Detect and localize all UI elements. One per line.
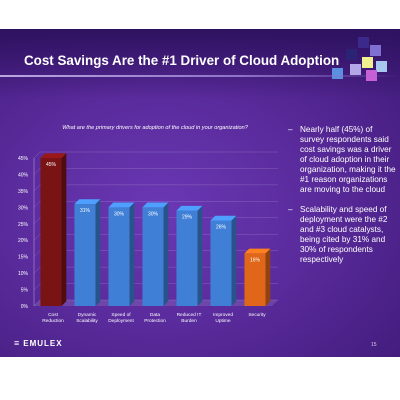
bar-top [74,199,101,205]
x-tick-label-line: Deployment [108,318,134,324]
bar-top [108,202,135,208]
x-tick-label-line: Dynamic [78,312,97,318]
bar-side [95,199,101,306]
bar-side [265,248,271,306]
bullet-item: – Scalability and speed of deployment wer… [288,205,396,265]
x-tick-label: Reduced IT Burden [177,312,202,324]
emulex-logo-icon: ≡ [14,338,21,348]
bar [108,207,130,306]
data-label: 16% [250,257,261,263]
x-tick-label-line: Scalability [76,318,98,324]
x-tick-label-line: Security [248,312,266,318]
x-tick-label: Security [248,312,266,318]
gridline-side [33,168,41,175]
gridline-side [33,201,41,208]
bullet-list: – Nearly half (45%) of survey respondents… [288,125,396,275]
bar-side [61,153,67,306]
gridline-side [33,299,41,307]
bar-side [129,202,135,306]
bar [40,158,62,306]
bar [176,210,198,306]
gridline-side [33,283,41,290]
x-tick-label-line: Cost [48,312,59,318]
x-tick-label-line: Uptime [215,318,231,324]
data-label: 45% [46,162,57,168]
y-tick-label: 35% [18,189,29,195]
x-tick-label-line: Data [150,312,160,318]
gridline-side [33,151,41,159]
bar-top [210,215,237,221]
bar-side [231,215,237,306]
x-tick-label-line: Reduction [42,318,64,324]
x-tick-label: Data Protection [144,312,166,324]
x-tick-label-line: Improved [213,312,233,318]
gridline-side [33,184,41,192]
x-tick-label: Improved Uptime [213,312,233,324]
bar [142,207,164,306]
bar-side [197,205,203,306]
gridline-side [33,217,41,224]
brand-logo: ≡ EMULEX [14,338,63,348]
data-label: 30% [114,211,125,217]
y-tick-label: 0% [21,304,29,310]
bar-side [163,202,169,306]
bullet-item: – Nearly half (45%) of survey respondents… [288,125,396,195]
chart-question: What are the primary drivers for adoptio… [62,125,248,131]
gridline-side [33,266,41,274]
bullet-text: Nearly half (45%) of survey respondents … [300,125,396,194]
brand-name: EMULEX [23,339,63,348]
x-tick-label: Speed of Deployment [108,312,134,324]
data-label: 29% [182,215,193,221]
bar-top [142,202,169,208]
page-title: Cost Savings Are the #1 Driver of Cloud … [24,53,340,68]
data-label: 30% [148,211,159,217]
data-label: 31% [80,208,91,214]
bar-top [40,153,67,158]
y-tick-label: 25% [18,222,29,228]
bullet-text: Scalability and speed of deployment were… [300,205,388,264]
gridline-side [33,234,41,241]
bullet-dash: – [288,205,293,214]
y-tick-label: 5% [21,288,29,294]
x-tick-label: Dynamic Scalability [76,312,98,324]
x-tick-label-line: Reduced IT [177,312,202,318]
x-tick-label-line: Burden [181,318,197,324]
bullet-dash: – [288,125,293,134]
title-divider [0,75,400,77]
x-tick-label-line: Speed of [111,312,131,318]
gridline-side [33,250,41,257]
bar [74,204,96,306]
bar-top [176,205,203,211]
y-tick-label: 40% [18,172,29,178]
x-tick-label-line: Protection [144,318,166,324]
slide-header-band [0,29,400,99]
bar [210,220,232,306]
y-tick-label: 15% [18,255,29,261]
y-tick-label: 45% [18,156,29,162]
bar [244,253,266,306]
bar-top [244,248,271,254]
y-tick-label: 30% [18,205,29,211]
y-tick-label: 10% [18,271,29,277]
x-tick-label: Cost Reduction [42,312,64,324]
page-number: 15 [371,342,377,348]
data-label: 26% [216,224,227,230]
y-tick-label: 20% [18,238,29,244]
